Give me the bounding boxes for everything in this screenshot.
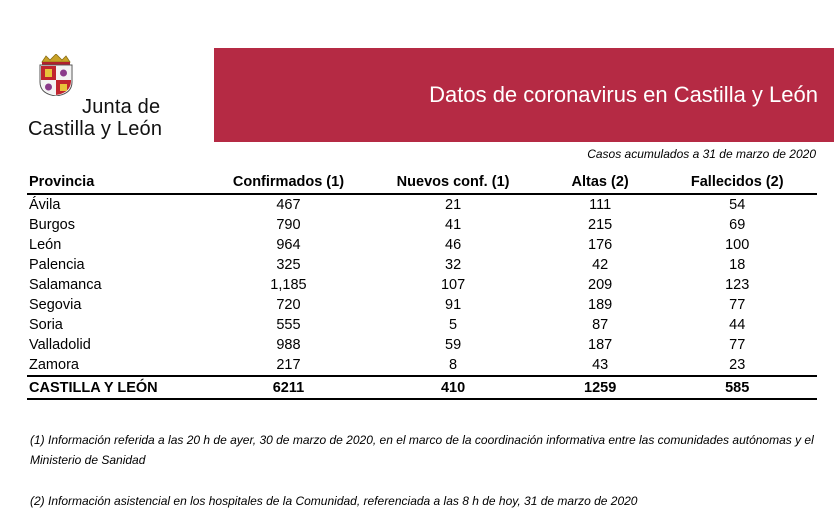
cell-nuevos: 91 bbox=[445, 297, 462, 313]
junta-logo: Junta de Castilla y León bbox=[22, 54, 202, 140]
cell-provincia: Palencia bbox=[29, 257, 85, 273]
header-altas: Altas (2) bbox=[542, 171, 658, 195]
cell-confirmados: 217 bbox=[276, 357, 301, 373]
cell-provincia: Zamora bbox=[29, 357, 79, 373]
cell-confirmados: 790 bbox=[276, 217, 301, 233]
cell-provincia: Burgos bbox=[29, 217, 75, 233]
cell-fallecidos: 69 bbox=[729, 217, 746, 233]
cell-altas: 43 bbox=[592, 357, 609, 373]
cell-nuevos: 32 bbox=[445, 257, 462, 273]
header-confirmados: Confirmados (1) bbox=[213, 171, 364, 195]
cell-confirmados: 555 bbox=[276, 317, 301, 333]
cell-provincia: León bbox=[29, 237, 62, 253]
table-row: Segovia 720 91 189 77 bbox=[27, 295, 817, 315]
total-altas: 1259 bbox=[542, 375, 658, 400]
cell-provincia: Ávila bbox=[29, 197, 61, 213]
coat-of-arms-icon bbox=[39, 54, 73, 96]
cell-altas: 42 bbox=[592, 257, 609, 273]
footnote-1: (1) Información referida a las 20 h de a… bbox=[30, 433, 814, 467]
date-subtitle: Casos acumulados a 31 de marzo de 2020 bbox=[587, 147, 816, 161]
cell-fallecidos: 100 bbox=[725, 237, 750, 253]
table-row: Soria 555 5 87 44 bbox=[27, 315, 817, 335]
cell-fallecidos: 77 bbox=[729, 337, 746, 353]
cell-confirmados: 467 bbox=[276, 197, 301, 213]
cell-nuevos: 107 bbox=[440, 277, 466, 293]
cell-provincia: Segovia bbox=[29, 297, 82, 313]
cases-table: Provincia Confirmados (1) Nuevos conf. (… bbox=[27, 171, 817, 400]
table-row: León 964 46 176 100 bbox=[27, 235, 817, 255]
header-fallecidos: Fallecidos (2) bbox=[657, 171, 817, 195]
cell-confirmados: 988 bbox=[276, 337, 301, 353]
cell-fallecidos: 123 bbox=[725, 277, 750, 293]
cell-altas: 189 bbox=[588, 297, 613, 313]
page-title: Datos de coronavirus en Castilla y León bbox=[429, 82, 818, 107]
table-total-row: CASTILLA Y LEÓN 6211 410 1259 585 bbox=[27, 375, 817, 400]
cell-provincia: Salamanca bbox=[29, 277, 102, 293]
cell-confirmados: 720 bbox=[276, 297, 301, 313]
cell-confirmados: 1,185 bbox=[270, 277, 307, 293]
cell-fallecidos: 77 bbox=[729, 297, 746, 313]
total-label: CASTILLA Y LEÓN bbox=[27, 375, 214, 400]
table-row: Palencia 325 32 42 18 bbox=[27, 255, 817, 275]
cell-nuevos: 5 bbox=[449, 317, 458, 333]
total-nuevos: 410 bbox=[363, 375, 543, 400]
cell-fallecidos: 18 bbox=[729, 257, 746, 273]
cell-fallecidos: 54 bbox=[729, 197, 746, 213]
table-row: Zamora 217 8 43 23 bbox=[27, 355, 817, 376]
table-row: Burgos 790 41 215 69 bbox=[27, 215, 817, 235]
cell-confirmados: 964 bbox=[276, 237, 301, 253]
cell-altas: 187 bbox=[588, 337, 613, 353]
footnote-2: (2) Información asistencial en los hospi… bbox=[30, 494, 638, 508]
cell-nuevos: 59 bbox=[445, 337, 462, 353]
total-confirmados: 6211 bbox=[213, 375, 364, 400]
logo-text-line1: Junta de bbox=[82, 96, 161, 118]
cell-altas: 209 bbox=[588, 277, 613, 293]
cell-nuevos: 21 bbox=[445, 197, 462, 213]
table-header-row: Provincia Confirmados (1) Nuevos conf. (… bbox=[27, 171, 817, 195]
cell-altas: 87 bbox=[592, 317, 609, 333]
table-row: Valladolid 988 59 187 77 bbox=[27, 335, 817, 355]
header-provincia: Provincia bbox=[27, 171, 214, 195]
cell-nuevos: 41 bbox=[445, 217, 462, 233]
cell-altas: 176 bbox=[588, 237, 613, 253]
cell-provincia: Valladolid bbox=[29, 337, 91, 353]
header-nuevos: Nuevos conf. (1) bbox=[363, 171, 543, 195]
cell-fallecidos: 23 bbox=[729, 357, 746, 373]
cell-nuevos: 8 bbox=[449, 357, 458, 373]
title-banner: Datos de coronavirus en Castilla y León bbox=[214, 48, 834, 142]
cell-nuevos: 46 bbox=[445, 237, 462, 253]
cell-altas: 111 bbox=[589, 197, 612, 213]
total-fallecidos: 585 bbox=[657, 375, 817, 400]
table-row: Salamanca 1,185 107 209 123 bbox=[27, 275, 817, 295]
cell-provincia: Soria bbox=[29, 317, 63, 333]
cell-confirmados: 325 bbox=[276, 257, 301, 273]
cell-fallecidos: 44 bbox=[729, 317, 746, 333]
table-row: Ávila 467 21 111 54 bbox=[27, 194, 817, 215]
logo-text-line2: Castilla y León bbox=[28, 118, 163, 140]
cell-altas: 215 bbox=[588, 217, 613, 233]
